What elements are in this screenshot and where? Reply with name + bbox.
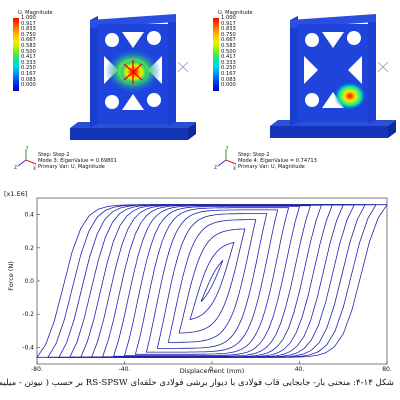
hysteresis-loop xyxy=(91,204,333,358)
step-info: Step: Step-2 Mode 4: EigenValue = 0.7471… xyxy=(238,152,317,170)
triad-z-label: Z xyxy=(214,165,217,170)
triad-y-label: Y xyxy=(25,146,29,151)
hysteresis-loop xyxy=(200,260,224,302)
y-tick-label: -0.4 xyxy=(22,344,34,351)
step-line: Step: Step-2 xyxy=(38,152,70,158)
hysteresis-loop xyxy=(145,209,279,353)
mode-line: Mode 4: EigenValue = 0.74713 xyxy=(238,158,317,164)
legend-color-bar xyxy=(13,18,19,91)
triad-x-label: X xyxy=(233,166,236,170)
mode-line: Mode 3: EigenValue = 0.69801 xyxy=(38,158,117,164)
legend-value: 0.667 xyxy=(21,37,36,44)
legend-value: 0.500 xyxy=(221,48,236,55)
legend-value: 0.917 xyxy=(221,20,236,27)
hysteresis-loop xyxy=(36,204,388,358)
hysteresis-loop xyxy=(178,228,246,334)
legend-title: U, Magnitude xyxy=(218,10,253,16)
legend-value: 0.417 xyxy=(21,54,36,61)
hysteresis-loop xyxy=(47,204,377,358)
boundary-mark xyxy=(177,61,189,73)
legend-value: 0.833 xyxy=(21,26,36,33)
x-tick-label: 80. xyxy=(382,366,392,373)
fe-panel-mode4: U, Magnitude 1.000 0.917 0.833 0.750 0.667 0.… xyxy=(200,0,400,185)
axis-ticks: -80. -40. 0. 40. 80. -0.4 -0.2 0.0 0.2 0.4 xyxy=(22,212,392,373)
legend-value: 1.000 xyxy=(21,15,36,21)
coordinate-triad: Y Z X xyxy=(214,146,237,170)
legend-value: 0.250 xyxy=(21,65,36,72)
triad-y-label: Y xyxy=(225,146,229,151)
hysteresis-loop xyxy=(156,213,268,349)
legend-color-bar xyxy=(213,18,219,91)
legend-value: 0.167 xyxy=(21,71,36,77)
legend-value: 0.083 xyxy=(21,76,36,83)
y-tick-label: 0.2 xyxy=(24,245,34,252)
hysteresis-loop xyxy=(189,241,235,321)
fe-panel-mode3: U, Magnitude 1.000 0.917 0.833 0.750 0.667 0.… xyxy=(0,0,200,185)
legend-value: 0.583 xyxy=(221,43,236,49)
legend-value: 0.000 xyxy=(221,82,236,89)
legend-value: 0.333 xyxy=(21,59,36,66)
frame-model xyxy=(70,14,196,140)
x-tick-label: 40. xyxy=(295,366,305,373)
x-axis-title: Displacement (mm) xyxy=(180,367,245,375)
plot-frame xyxy=(36,197,388,365)
x-tick-label: 0. xyxy=(209,366,215,373)
legend-value: 0.667 xyxy=(221,37,236,44)
y-axis-title: Force (N) xyxy=(7,261,15,291)
legend-value: 0.083 xyxy=(221,76,236,83)
legend-value: 0.750 xyxy=(221,31,236,38)
legend-value: 1.000 xyxy=(221,15,236,21)
hysteresis-loop xyxy=(102,204,322,358)
legend-title: U, Magnitude xyxy=(18,10,53,16)
legend-value: 0.167 xyxy=(221,71,236,77)
scale-factor-label: [x1.E6] xyxy=(4,190,27,198)
y-tick-label: 0.0 xyxy=(24,278,34,285)
hysteresis-loop xyxy=(113,205,311,357)
legend-value: 0.917 xyxy=(21,20,36,27)
triad-z-label: Z xyxy=(14,165,17,170)
hysteresis-loop xyxy=(167,219,257,343)
coordinate-triad: Y Z X xyxy=(14,146,37,170)
contour-legend: U, Magnitude 1.000 0.917 0.833 0.750 0.667 0.… xyxy=(212,10,272,100)
y-tick-label: 0.4 xyxy=(24,212,34,219)
legend-value: 0.000 xyxy=(21,82,36,89)
triad-x-label: X xyxy=(33,166,36,170)
column-left xyxy=(90,16,98,128)
legend-value: 0.833 xyxy=(221,26,236,33)
hysteresis-loop xyxy=(58,204,366,358)
step-line: Step: Step-2 xyxy=(238,152,270,158)
legend-value: 0.500 xyxy=(21,48,36,55)
hysteresis-chart: [x1.E6] Force (N) Displacement (mm) -80.… xyxy=(4,190,392,375)
y-tick-label: -0.2 xyxy=(22,311,34,318)
column-right xyxy=(168,14,176,126)
primary-var-line: Primary Var: U, Magnitude xyxy=(238,164,305,170)
hysteresis-loop xyxy=(123,205,301,357)
figure-caption: شکل ۱۴-۴: منحنی بار- جابجایی قاب فولادی … xyxy=(0,378,394,388)
frame-model xyxy=(270,14,396,138)
step-info: Step: Step-2 Mode 3: EigenValue = 0.6980… xyxy=(38,152,117,170)
hysteresis-loop xyxy=(134,207,290,355)
legend-value: 0.750 xyxy=(21,31,36,38)
legend-value: 0.333 xyxy=(221,59,236,66)
contour-legend: U, Magnitude 1.000 0.917 0.833 0.750 0.667 0.… xyxy=(12,10,72,100)
hysteresis-curves xyxy=(36,204,388,358)
legend-value: 0.417 xyxy=(221,54,236,61)
x-tick-label: -40. xyxy=(119,366,131,373)
legend-value: 0.583 xyxy=(21,43,36,49)
x-tick-label: -80. xyxy=(31,366,43,373)
legend-value: 0.250 xyxy=(221,65,236,72)
primary-var-line: Primary Var: U, Magnitude xyxy=(38,164,105,170)
